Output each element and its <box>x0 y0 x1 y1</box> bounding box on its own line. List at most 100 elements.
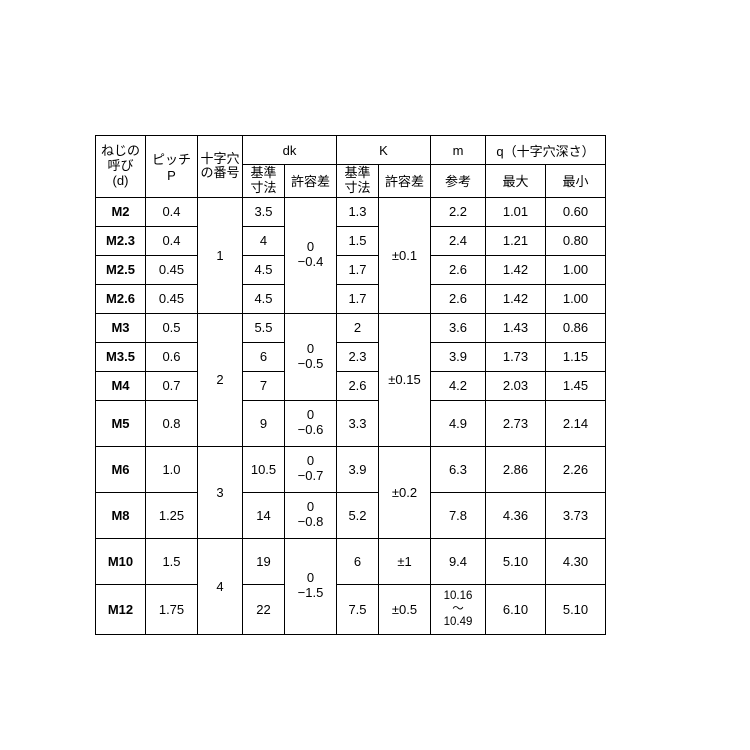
cell-dk-ref: 10.5 <box>243 446 285 492</box>
table-row: M2.30.441.52.41.210.80 <box>96 226 606 255</box>
cell-m-ref: 2.6 <box>431 284 486 313</box>
cell-d: M3.5 <box>96 342 146 371</box>
cell-K-tol: ±1 <box>379 538 431 584</box>
cell-dk-tol: 0−0.7 <box>285 446 337 492</box>
cell-pitch: 0.8 <box>146 400 198 446</box>
cell-q-max: 2.03 <box>486 371 546 400</box>
cell-pitch: 0.7 <box>146 371 198 400</box>
cell-dk-tol: 0−0.6 <box>285 400 337 446</box>
cell-dk-ref: 19 <box>243 538 285 584</box>
hdr-dk: dk <box>243 136 337 165</box>
cell-q-max: 6.10 <box>486 584 546 634</box>
table-row: M40.772.64.22.031.45 <box>96 371 606 400</box>
cell-dk-ref: 22 <box>243 584 285 634</box>
cell-dk-ref: 14 <box>243 492 285 538</box>
cell-q-min: 4.30 <box>546 538 606 584</box>
hdr-dk-ref: 基準寸法 <box>243 165 285 198</box>
table-row: M30.525.50−0.52±0.153.61.430.86 <box>96 313 606 342</box>
cell-K-ref: 2 <box>337 313 379 342</box>
table-row: M101.54190−1.56±19.45.104.30 <box>96 538 606 584</box>
cell-pitch: 1.0 <box>146 446 198 492</box>
cell-q-min: 0.60 <box>546 197 606 226</box>
cell-pitch: 0.4 <box>146 197 198 226</box>
cell-q-min: 2.26 <box>546 446 606 492</box>
cell-pitch: 0.45 <box>146 284 198 313</box>
table-header: ねじの呼び(d) ピッチP 十字穴の番号 dk K m q（十字穴深さ） 基準寸… <box>96 136 606 198</box>
cell-m-ref: 10.16〜10.49 <box>431 584 486 634</box>
table-row: M2.50.454.51.72.61.421.00 <box>96 255 606 284</box>
hdr-q-max: 最大 <box>486 165 546 198</box>
cell-m-ref: 2.2 <box>431 197 486 226</box>
hdr-q-min: 最小 <box>546 165 606 198</box>
cell-dk-tol: 0−0.4 <box>285 197 337 313</box>
cell-K-tol: ±0.2 <box>379 446 431 538</box>
cell-q-min: 0.80 <box>546 226 606 255</box>
cell-m-ref: 7.8 <box>431 492 486 538</box>
cell-cross-no: 3 <box>198 446 243 538</box>
cell-d: M8 <box>96 492 146 538</box>
table-row: M20.413.50−0.41.3±0.12.21.010.60 <box>96 197 606 226</box>
cell-q-max: 5.10 <box>486 538 546 584</box>
cell-pitch: 1.25 <box>146 492 198 538</box>
cell-q-max: 1.21 <box>486 226 546 255</box>
cell-q-min: 1.45 <box>546 371 606 400</box>
cell-d: M2.3 <box>96 226 146 255</box>
cell-cross-no: 1 <box>198 197 243 313</box>
cell-dk-ref: 4.5 <box>243 255 285 284</box>
cell-d: M4 <box>96 371 146 400</box>
cell-dk-ref: 7 <box>243 371 285 400</box>
cell-pitch: 0.5 <box>146 313 198 342</box>
cell-cross-no: 2 <box>198 313 243 446</box>
hdr-K-tol: 許容差 <box>379 165 431 198</box>
cell-K-tol: ±0.15 <box>379 313 431 446</box>
hdr-K: K <box>337 136 431 165</box>
hdr-q: q（十字穴深さ） <box>486 136 606 165</box>
cell-d: M6 <box>96 446 146 492</box>
cell-dk-ref: 4 <box>243 226 285 255</box>
cell-K-ref: 3.3 <box>337 400 379 446</box>
cell-m-ref: 6.3 <box>431 446 486 492</box>
cell-K-ref: 1.7 <box>337 284 379 313</box>
table-row: M2.60.454.51.72.61.421.00 <box>96 284 606 313</box>
table-row: M3.50.662.33.91.731.15 <box>96 342 606 371</box>
cell-pitch: 1.5 <box>146 538 198 584</box>
cell-m-ref: 3.6 <box>431 313 486 342</box>
cell-m-ref: 2.6 <box>431 255 486 284</box>
cell-q-max: 1.42 <box>486 255 546 284</box>
cell-m-ref: 3.9 <box>431 342 486 371</box>
table-body: M20.413.50−0.41.3±0.12.21.010.60M2.30.4 4… <box>96 197 606 634</box>
cell-dk-ref: 3.5 <box>243 197 285 226</box>
cell-pitch: 0.45 <box>146 255 198 284</box>
cell-q-max: 1.43 <box>486 313 546 342</box>
cell-q-max: 2.86 <box>486 446 546 492</box>
cell-dk-ref: 6 <box>243 342 285 371</box>
cell-K-ref: 6 <box>337 538 379 584</box>
cell-q-max: 1.73 <box>486 342 546 371</box>
spec-table: ねじの呼び(d) ピッチP 十字穴の番号 dk K m q（十字穴深さ） 基準寸… <box>95 135 606 635</box>
cell-q-max: 1.42 <box>486 284 546 313</box>
cell-d: M3 <box>96 313 146 342</box>
hdr-cross-no: 十字穴の番号 <box>198 136 243 198</box>
cell-cross-no: 4 <box>198 538 243 634</box>
cell-dk-tol: 0−0.8 <box>285 492 337 538</box>
cell-d: M12 <box>96 584 146 634</box>
cell-m-ref: 9.4 <box>431 538 486 584</box>
cell-K-ref: 7.5 <box>337 584 379 634</box>
hdr-pitch: ピッチP <box>146 136 198 198</box>
cell-q-min: 3.73 <box>546 492 606 538</box>
cell-m-ref: 4.9 <box>431 400 486 446</box>
cell-K-ref: 1.7 <box>337 255 379 284</box>
cell-K-tol: ±0.1 <box>379 197 431 313</box>
cell-q-min: 2.14 <box>546 400 606 446</box>
cell-m-ref: 4.2 <box>431 371 486 400</box>
cell-q-min: 5.10 <box>546 584 606 634</box>
cell-d: M2.6 <box>96 284 146 313</box>
cell-K-ref: 2.3 <box>337 342 379 371</box>
cell-K-tol: ±0.5 <box>379 584 431 634</box>
cell-d: M10 <box>96 538 146 584</box>
cell-pitch: 0.6 <box>146 342 198 371</box>
cell-pitch: 1.75 <box>146 584 198 634</box>
hdr-d: ねじの呼び(d) <box>96 136 146 198</box>
cell-q-max: 2.73 <box>486 400 546 446</box>
hdr-m-ref: 参考 <box>431 165 486 198</box>
